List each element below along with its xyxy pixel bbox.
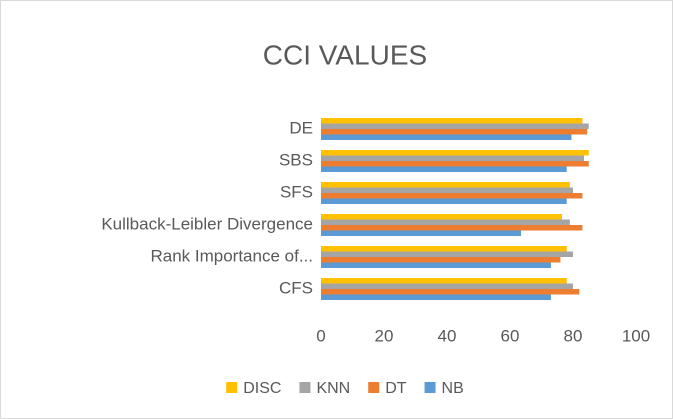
- bar: [321, 278, 567, 284]
- legend-swatch: [299, 382, 311, 393]
- y-tick-label: Rank Importance of...: [150, 246, 313, 265]
- bar: [321, 155, 585, 161]
- bar: [321, 289, 580, 295]
- x-tick-label: 100: [622, 326, 650, 345]
- bar: [321, 257, 561, 263]
- bar: [321, 166, 567, 172]
- legend-swatch: [226, 382, 238, 393]
- x-tick-label: 20: [375, 326, 394, 345]
- bar: [321, 283, 573, 289]
- bar: [321, 198, 567, 204]
- bar: [321, 219, 570, 225]
- bar: [321, 118, 583, 124]
- chart-title: CCI VALUES: [263, 39, 427, 70]
- legend-swatch: [368, 382, 380, 393]
- bar: [321, 134, 572, 140]
- y-tick-label: DE: [289, 118, 313, 137]
- legend-label: NB: [442, 380, 464, 397]
- bar: [321, 182, 570, 188]
- x-tick-label: 80: [564, 326, 583, 345]
- y-tick-label: SBS: [279, 150, 313, 169]
- y-tick-label: CFS: [279, 278, 313, 297]
- y-tick-label: Kullback-Leibler Divergence: [101, 214, 313, 233]
- x-tick-label: 0: [316, 326, 325, 345]
- y-tick-label: SFS: [280, 182, 313, 201]
- bar: [321, 251, 573, 257]
- bar: [321, 161, 589, 167]
- legend-label: DT: [385, 380, 407, 397]
- legend-swatch: [424, 382, 436, 393]
- bar: [321, 294, 551, 300]
- bar: [321, 123, 589, 129]
- x-tick-label: 60: [501, 326, 520, 345]
- bar: [321, 193, 583, 199]
- legend-label: KNN: [316, 380, 350, 397]
- bar: [321, 246, 567, 252]
- bar: [321, 150, 589, 156]
- bar: [321, 214, 562, 220]
- bar: [321, 225, 583, 231]
- x-tick-label: 40: [438, 326, 457, 345]
- legend-label: DISC: [243, 380, 281, 397]
- bar: [321, 230, 522, 236]
- bar: [321, 129, 588, 135]
- bar: [321, 187, 573, 193]
- bar: [321, 262, 551, 268]
